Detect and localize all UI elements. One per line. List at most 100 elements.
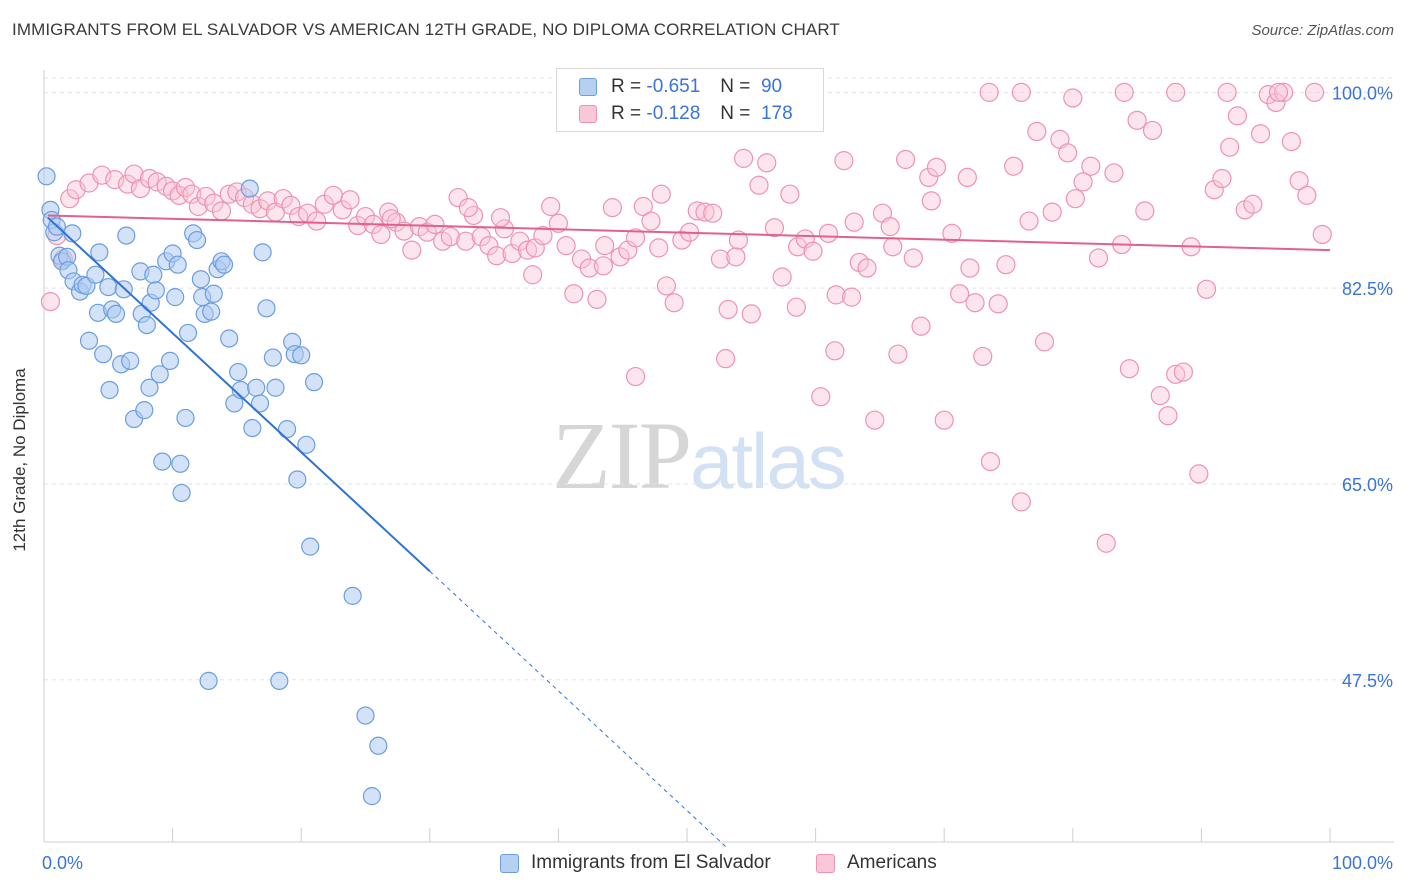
americans-point <box>448 187 468 208</box>
el-salvador-point <box>369 736 388 755</box>
legend-r-value: -0.651 <box>646 76 701 97</box>
el-salvador-point <box>106 304 126 324</box>
el-salvador-point <box>168 255 187 274</box>
americans-point <box>728 230 749 250</box>
americans-point <box>1158 406 1178 426</box>
americans-point <box>715 349 736 369</box>
el-salvador-point <box>343 586 362 605</box>
el-salvador-point <box>191 270 210 289</box>
source-label: Source: ZipAtlas.com <box>1251 22 1394 39</box>
americans-point <box>965 293 985 313</box>
americans-point <box>250 199 270 219</box>
el-salvador-point <box>178 323 198 343</box>
americans-point <box>1173 362 1193 382</box>
el-salvador-point <box>304 373 324 392</box>
americans-point <box>1243 194 1263 214</box>
el-salvador-point <box>99 277 118 297</box>
el-salvador-point <box>263 348 283 367</box>
americans-point <box>1250 124 1271 144</box>
americans-point <box>919 167 939 188</box>
americans-point <box>1027 121 1047 142</box>
americans-point <box>1166 82 1186 102</box>
americans-point <box>1034 332 1055 352</box>
el-salvador-point <box>257 299 276 318</box>
grid-lines <box>44 77 1394 681</box>
americans-point <box>834 151 854 171</box>
americans-point <box>1063 88 1083 108</box>
americans-point <box>211 201 232 221</box>
americans-point <box>117 174 138 194</box>
el-salvador-point <box>356 706 375 725</box>
americans-point <box>340 190 360 210</box>
el-salvador-point <box>160 351 180 370</box>
americans-point <box>786 297 806 317</box>
americans-point <box>1081 156 1101 176</box>
americans-point <box>1227 106 1248 126</box>
americans-point <box>593 256 614 276</box>
americans-point <box>533 225 553 246</box>
americans-point <box>1217 82 1237 102</box>
americans-point <box>741 304 761 324</box>
americans-point <box>1150 385 1170 406</box>
americans-point <box>458 198 478 218</box>
americans-point <box>1073 172 1093 192</box>
americans-point <box>641 211 661 231</box>
americans-point <box>105 170 125 190</box>
el-salvador-point <box>220 329 239 348</box>
americans-point <box>703 203 723 223</box>
legend-n-value: 178 <box>760 103 793 124</box>
americans-point <box>355 206 376 227</box>
el-salvador-point <box>202 302 221 321</box>
el-salvador-point <box>253 243 272 262</box>
americans-trend-line <box>47 214 1331 252</box>
americans-point <box>1065 189 1085 209</box>
el-salvador-point <box>266 378 285 397</box>
el-salvador-point <box>288 470 307 489</box>
el-salvador-point <box>277 420 297 439</box>
americans-point <box>1127 110 1147 130</box>
americans-point <box>587 289 607 309</box>
bottom-legend-label: Americans <box>847 852 937 873</box>
americans-point <box>92 165 112 185</box>
americans-point <box>523 265 543 285</box>
americans-point <box>1204 180 1224 200</box>
americans-point <box>973 346 993 367</box>
bottom-swatch-pink <box>816 853 835 873</box>
el-salvador-point <box>117 226 136 245</box>
el-salvador-point <box>171 454 190 473</box>
americans-point <box>258 191 278 211</box>
americans-point <box>281 195 301 215</box>
americans-point <box>425 214 445 234</box>
americans-point <box>988 294 1008 314</box>
el-salvador-point <box>94 345 113 364</box>
americans-point <box>934 410 954 430</box>
el-salvador-point <box>240 179 259 198</box>
legend-n-value: 90 <box>760 76 783 97</box>
el-salvador-point <box>292 346 311 365</box>
legend-r-label: R = <box>611 76 642 97</box>
americans-point <box>803 241 823 261</box>
americans-point <box>825 341 845 361</box>
americans-point <box>307 211 327 231</box>
americans-point <box>1058 143 1078 163</box>
americans-point <box>1135 201 1155 221</box>
y-tick-label: 47.5% <box>1342 671 1393 691</box>
americans-point <box>1088 248 1109 268</box>
americans-point <box>695 202 715 222</box>
americans-point <box>564 284 584 304</box>
americans-point <box>960 258 980 278</box>
el-salvador-point <box>146 281 165 300</box>
americans-point <box>147 172 167 192</box>
americans-point <box>921 191 941 211</box>
el-salvador-point <box>37 167 56 186</box>
bottom-legend-el-salvador: Immigrants from El Salvador <box>500 852 771 874</box>
americans-point <box>857 258 877 278</box>
el-salvador-point <box>172 483 191 503</box>
legend-row-el-salvador: R = -0.651 N = 90 <box>579 75 782 99</box>
americans-point <box>664 293 684 313</box>
americans-point <box>556 236 576 256</box>
legend-r-label: R = <box>611 103 642 124</box>
americans-point <box>381 209 401 229</box>
el-salvador-point <box>243 418 262 438</box>
y-tick-label: 65.0% <box>1342 475 1393 495</box>
